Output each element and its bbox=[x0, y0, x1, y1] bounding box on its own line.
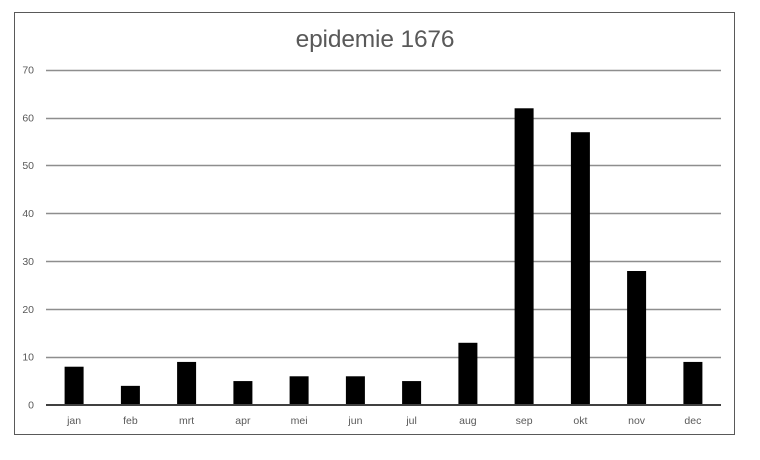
svg-text:30: 30 bbox=[22, 256, 34, 268]
svg-text:10: 10 bbox=[22, 352, 34, 364]
svg-text:epidemie 1676: epidemie 1676 bbox=[296, 26, 455, 53]
svg-text:jul: jul bbox=[405, 415, 417, 427]
svg-text:40: 40 bbox=[22, 208, 34, 220]
svg-text:nov: nov bbox=[628, 415, 646, 427]
svg-text:50: 50 bbox=[22, 160, 34, 172]
svg-text:mrt: mrt bbox=[179, 415, 194, 427]
svg-text:aug: aug bbox=[459, 415, 477, 427]
svg-text:mei: mei bbox=[291, 415, 308, 427]
svg-text:jan: jan bbox=[66, 415, 81, 427]
svg-text:apr: apr bbox=[235, 415, 251, 427]
svg-text:0: 0 bbox=[28, 400, 34, 412]
svg-text:okt: okt bbox=[573, 415, 587, 427]
svg-text:60: 60 bbox=[22, 112, 34, 124]
svg-text:sep: sep bbox=[516, 415, 533, 427]
svg-text:20: 20 bbox=[22, 304, 34, 316]
svg-text:jun: jun bbox=[347, 415, 362, 427]
svg-text:feb: feb bbox=[123, 415, 138, 427]
svg-text:70: 70 bbox=[22, 65, 34, 77]
svg-text:dec: dec bbox=[684, 415, 701, 427]
